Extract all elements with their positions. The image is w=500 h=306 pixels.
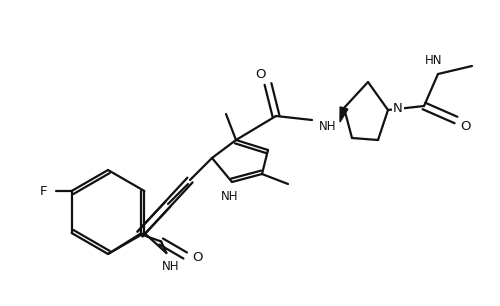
Polygon shape [340, 107, 348, 122]
Text: N: N [393, 102, 403, 114]
Text: NH: NH [221, 189, 239, 203]
Text: O: O [460, 120, 471, 132]
Text: NH: NH [162, 260, 179, 274]
Text: O: O [192, 251, 202, 264]
Text: NH: NH [320, 120, 337, 132]
Text: F: F [40, 185, 48, 197]
Text: HN: HN [425, 54, 443, 66]
Text: O: O [255, 68, 265, 80]
